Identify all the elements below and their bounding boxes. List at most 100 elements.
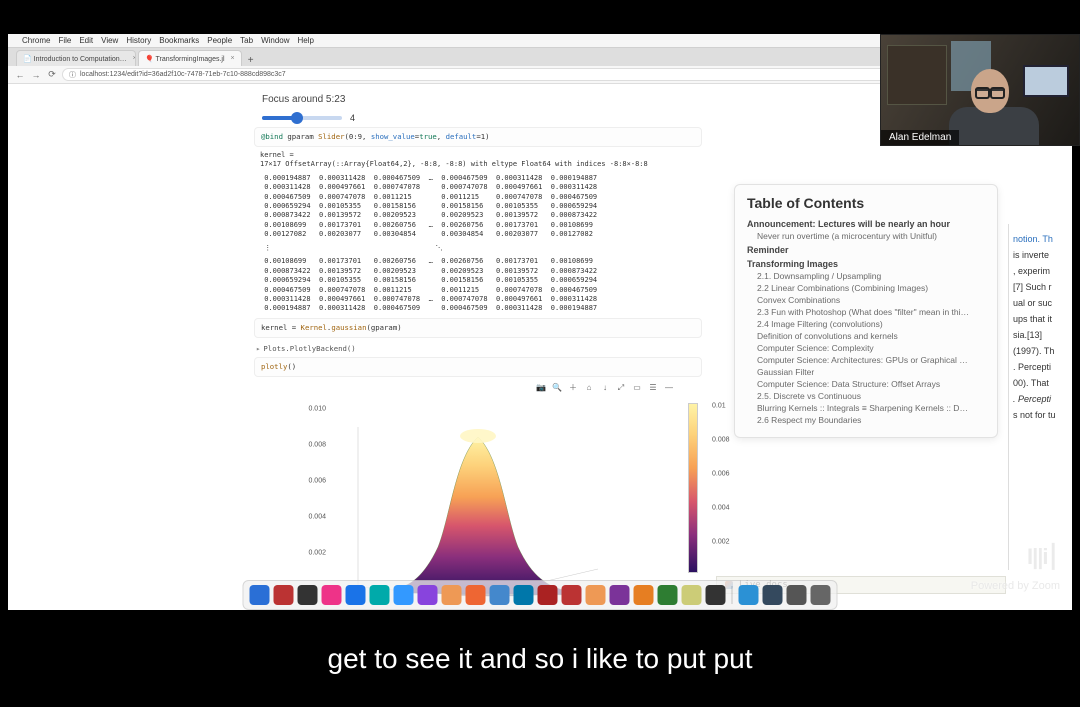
toc-item[interactable]: Reminder <box>747 245 985 255</box>
toc-item[interactable]: Computer Science: Complexity <box>757 343 985 353</box>
toc-item[interactable]: 2.4 Image Filtering (convolutions) <box>757 319 985 329</box>
dock-app-icon[interactable] <box>298 585 318 605</box>
toc-item[interactable]: Computer Science: Architectures: GPUs or… <box>757 355 985 365</box>
plot-tool-icon[interactable]: ⤢ <box>616 383 626 393</box>
toc-item[interactable]: 2.6 Respect my Boundaries <box>757 415 985 425</box>
toc-item[interactable]: Announcement: Lectures will be nearly an… <box>747 219 985 229</box>
dock-app-icon[interactable] <box>466 585 486 605</box>
plotly-call-cell[interactable]: plotly() <box>254 357 702 377</box>
browser-tab[interactable]: 🎈 TransformingImages.jl × <box>138 50 242 66</box>
browser-tab[interactable]: 📄 Introduction to Computation… × <box>16 50 136 66</box>
kernel-matrix: 0.000194887 0.000311428 0.000467509 … 0.… <box>260 174 702 240</box>
toc-item[interactable]: Never run overtime (a microcentury with … <box>757 231 985 241</box>
plotly-backend-output: ▸Plots.PlotlyBackend() <box>256 344 702 353</box>
dock-app-icon[interactable] <box>370 585 390 605</box>
plot-tool-icon[interactable]: ↓ <box>600 383 610 393</box>
mac-menu-item[interactable]: Bookmarks <box>159 36 199 45</box>
webcam-name: Alan Edelman <box>881 130 959 145</box>
mac-menu-item[interactable]: Chrome <box>22 36 50 45</box>
plot-canvas[interactable] <box>338 397 618 597</box>
kernel-matrix-gap: ⋮ ⋱ <box>260 244 702 253</box>
toc-item[interactable]: Computer Science: Data Structure: Offset… <box>757 379 985 389</box>
colorbar-tick: 0.004 <box>712 504 726 511</box>
zoom-watermark: Powered by Zoom <box>971 580 1060 592</box>
plot-tool-icon[interactable]: 🔍 <box>552 383 562 393</box>
toc-item[interactable]: Definition of convolutions and kernels <box>757 331 985 341</box>
plot-tool-icon[interactable]: ＋ <box>568 383 578 393</box>
dock-app-icon[interactable] <box>562 585 582 605</box>
gparam-slider[interactable] <box>262 116 342 120</box>
dock-app-icon[interactable] <box>787 585 807 605</box>
toc-item[interactable]: 2.5. Discrete vs Continuous <box>757 391 985 401</box>
reload-button[interactable]: ⟳ <box>46 69 58 81</box>
video-caption: get to see it and so i like to put put <box>328 643 753 675</box>
dock-app-icon[interactable] <box>394 585 414 605</box>
dock-app-icon[interactable] <box>682 585 702 605</box>
toc-item[interactable]: 2.2 Linear Combinations (Combining Image… <box>757 283 985 293</box>
dock-app-icon[interactable] <box>739 585 759 605</box>
kernel-assign-cell[interactable]: kernel = Kernel.gaussian(gparam) <box>254 318 702 338</box>
bg-text-fragment: , experim <box>1013 266 1068 276</box>
dock-app-icon[interactable] <box>811 585 831 605</box>
dock-app-icon[interactable] <box>250 585 270 605</box>
bg-text-fragment: s not for tu <box>1013 410 1068 420</box>
bg-text-fragment: ual or suc <box>1013 298 1068 308</box>
dock-app-icon[interactable] <box>706 585 726 605</box>
bg-text-fragment: . Percepti <box>1013 394 1068 404</box>
forward-button[interactable]: → <box>30 69 42 81</box>
plot-tool-icon[interactable]: ▭ <box>632 383 642 393</box>
dock-app-icon[interactable] <box>442 585 462 605</box>
dock-app-icon[interactable] <box>490 585 510 605</box>
plot-tool-icon[interactable]: — <box>664 383 674 393</box>
toc-item[interactable]: 2.3 Fun with Photoshop (What does "filte… <box>757 307 985 317</box>
dock-app-icon[interactable] <box>322 585 342 605</box>
dock-app-icon[interactable] <box>346 585 366 605</box>
mac-menu-item[interactable]: Tab <box>240 36 253 45</box>
toc-item[interactable]: Blurring Kernels :: Integrals ≡ Sharpeni… <box>757 403 985 413</box>
table-of-contents: Table of Contents Announcement: Lectures… <box>734 184 998 438</box>
pluto-notebook: Focus around 5:23 4 @bind gparam Slider(… <box>248 84 708 610</box>
dock-app-icon[interactable] <box>418 585 438 605</box>
mit-logo: I||i⎮ <box>1027 544 1058 570</box>
dock-app-icon[interactable] <box>634 585 654 605</box>
plot-tool-icon[interactable]: ⌂ <box>584 383 594 393</box>
toc-item[interactable]: Transforming Images <box>747 259 985 269</box>
dock-app-icon[interactable] <box>514 585 534 605</box>
mac-menu-item[interactable]: History <box>126 36 151 45</box>
back-button[interactable]: ← <box>14 69 26 81</box>
new-tab-button[interactable]: + <box>244 55 258 66</box>
mac-menu-item[interactable]: Window <box>261 36 289 45</box>
toc-item[interactable]: 2.1. Downsampling / Upsampling <box>757 271 985 281</box>
plotly-modebar[interactable]: 📷 🔍 ＋ ⌂ ↓ ⤢ ▭ ☰ — <box>536 383 674 393</box>
colorbar-tick: 0.01 <box>712 402 726 409</box>
bg-text-fragment: . Percepti <box>1013 362 1068 372</box>
kernel-matrix: 0.00108699 0.00173701 0.00260756 … 0.002… <box>260 257 702 314</box>
plot-z-axis: 0.0100.0080.0060.0040.0021512105 <box>294 397 330 597</box>
dock-app-icon[interactable] <box>538 585 558 605</box>
plot-tool-icon[interactable]: ☰ <box>648 383 658 393</box>
dock-app-icon[interactable] <box>274 585 294 605</box>
dock-app-icon[interactable] <box>586 585 606 605</box>
surface-plot[interactable]: 📷 🔍 ＋ ⌂ ↓ ⤢ ▭ ☰ — 0.0100.0080.0060.0040.00215121… <box>294 383 694 603</box>
mac-dock[interactable] <box>243 580 838 610</box>
address-bar[interactable]: ⓘ localhost:1234/edit?id=36ad2f10c-7478-… <box>62 68 980 81</box>
url-text: localhost:1234/edit?id=36ad2f10c-7478-71… <box>80 71 286 78</box>
dock-app-icon[interactable] <box>658 585 678 605</box>
mac-menu-item[interactable]: Help <box>298 36 314 45</box>
mac-menu-item[interactable]: View <box>101 36 118 45</box>
dock-app-icon[interactable] <box>763 585 783 605</box>
toc-title: Table of Contents <box>747 195 985 211</box>
webcam-overlay: Alan Edelman <box>880 34 1080 146</box>
mac-menu-item[interactable]: Edit <box>79 36 93 45</box>
toc-item[interactable]: Gaussian Filter <box>757 367 985 377</box>
axis-tick: 0.006 <box>308 477 326 484</box>
bind-code-cell[interactable]: @bind gparam Slider(0:9, show_value=true… <box>254 127 702 147</box>
mac-menu-item[interactable]: File <box>58 36 71 45</box>
bg-text-fragment: 00). That <box>1013 378 1068 388</box>
bg-text-fragment: (1997). Th <box>1013 346 1068 356</box>
mac-menu-item[interactable]: People <box>207 36 232 45</box>
dock-app-icon[interactable] <box>610 585 630 605</box>
toc-item[interactable]: Convex Combinations <box>757 295 985 305</box>
gparam-slider-row: 4 <box>262 113 702 123</box>
plot-tool-icon[interactable]: 📷 <box>536 383 546 393</box>
